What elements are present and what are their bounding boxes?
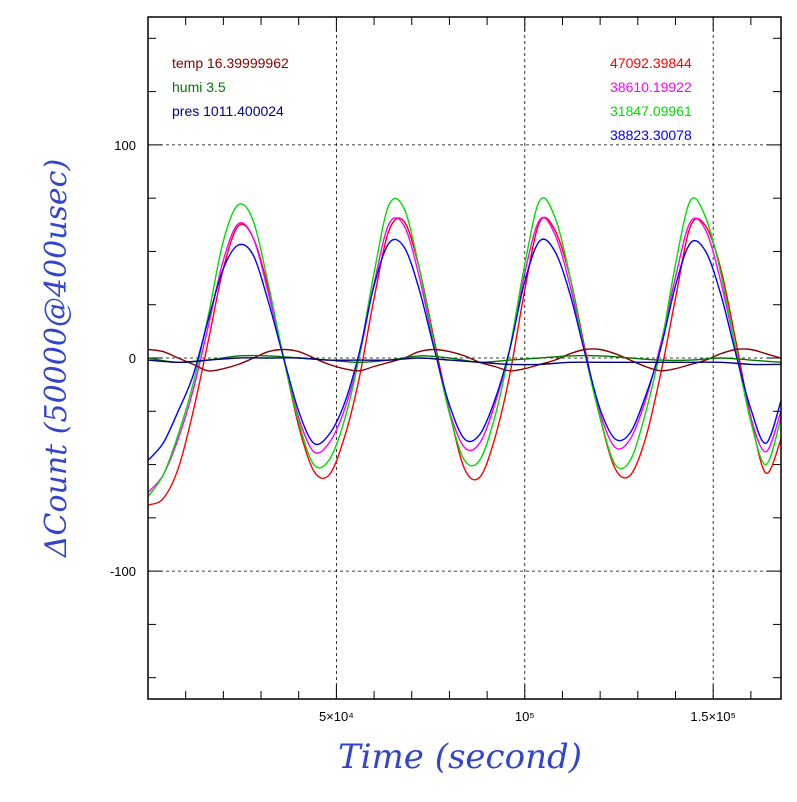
x-axis-title: Time (second) (338, 737, 582, 777)
annotation-left-1: humi 3.5 (172, 79, 226, 95)
series-line-2 (147, 197, 782, 497)
y-tick-label: 100 (114, 138, 136, 153)
y-tick-label: -100 (110, 564, 136, 579)
axis-ticks (148, 17, 781, 699)
annotation-right-0: 47092.39844 (610, 55, 692, 71)
x-tick-label: 5×10⁴ (319, 709, 354, 724)
x-tick-label: 10⁵ (515, 709, 535, 724)
y-tick-label: 0 (129, 351, 136, 366)
series-line-5 (147, 354, 782, 364)
series-line-1 (147, 216, 782, 493)
y-axis-title: ΔCount (50000@400usec) (39, 159, 74, 558)
annotation-right-2: 31847.09961 (610, 103, 692, 119)
series-line-6 (147, 357, 782, 366)
plot-frame (147, 16, 782, 700)
annotation-left-2: pres 1011.400024 (172, 103, 284, 119)
tick-labels: 5×10⁴ 10⁵ 1.5×10⁵ 100 0 -100 (110, 138, 736, 724)
series-line-3 (147, 238, 782, 461)
x-tick-label: 1.5×10⁵ (690, 709, 736, 724)
series-lines (147, 197, 782, 506)
annotation-right-3: 38823.30078 (610, 127, 692, 143)
annotations: temp 16.39999962 humi 3.5 pres 1011.400024… (172, 55, 692, 143)
annotation-right-1: 38610.19922 (610, 79, 692, 95)
annotation-left-0: temp 16.39999962 (172, 55, 289, 71)
